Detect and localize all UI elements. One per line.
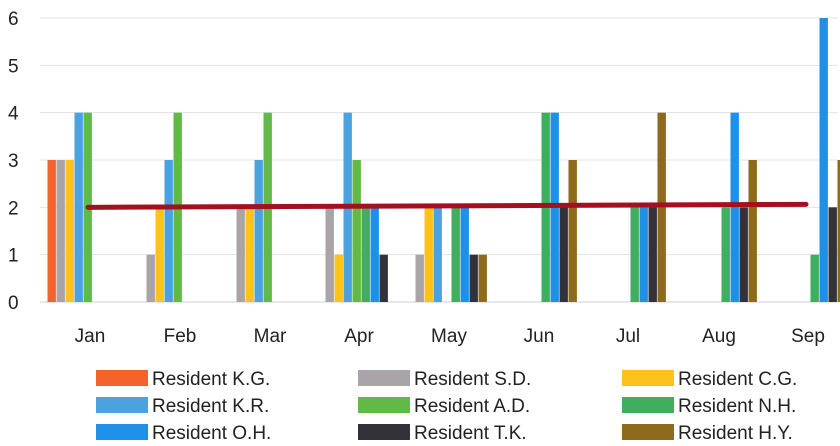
bar: [478, 254, 487, 302]
bar: [56, 160, 65, 302]
bar: [460, 207, 469, 302]
x-axis-ticks: Jan Feb Mar Apr May Jun Jul Aug Sep: [75, 326, 825, 347]
y-tick-label: 6: [8, 9, 19, 30]
x-tick-label: Jan: [75, 326, 106, 347]
x-tick-label: Sep: [791, 326, 825, 347]
bar: [721, 207, 730, 302]
bar: [433, 207, 442, 302]
legend-label: Resident O.H.: [152, 423, 271, 444]
bar: [379, 254, 388, 302]
legend-swatch: [622, 397, 674, 413]
bar: [568, 160, 577, 302]
x-tick-label: Jun: [524, 326, 555, 347]
legend-label: Resident N.H.: [678, 396, 796, 417]
bar: [325, 207, 334, 302]
bar: [47, 160, 56, 302]
bar: [370, 207, 379, 302]
bar: [245, 207, 254, 302]
bar: [236, 207, 245, 302]
legend-swatch: [96, 370, 148, 386]
bar: [639, 207, 648, 302]
y-tick-label: 0: [8, 293, 19, 314]
y-tick-label: 4: [8, 104, 19, 125]
bar: [352, 160, 361, 302]
bar: [739, 207, 748, 302]
legend-swatch: [358, 397, 410, 413]
bar: [730, 112, 739, 303]
bar: [74, 112, 83, 303]
bar: [469, 254, 478, 302]
y-tick-label: 5: [8, 56, 19, 77]
bar: [451, 207, 460, 302]
legend: Resident K.G. Resident S.D. Resident C.G. R…: [96, 369, 797, 444]
legend-swatch: [622, 424, 674, 440]
bar: [837, 160, 840, 302]
legend-label: Resident S.D.: [414, 369, 531, 390]
bar: [748, 160, 757, 302]
y-axis-ticks: 0 1 2 3 4 5 6: [8, 9, 19, 314]
reference-line-group: [85, 201, 809, 210]
x-tick-label: Apr: [344, 326, 374, 347]
bar: [810, 254, 819, 302]
legend-label: Resident K.G.: [152, 369, 270, 390]
bar: [630, 207, 639, 302]
bar: [559, 207, 568, 302]
y-tick-label: 1: [8, 246, 19, 267]
bar: [164, 160, 173, 302]
x-tick-label: Aug: [702, 326, 736, 347]
x-tick-label: Feb: [164, 326, 197, 347]
y-tick-label: 3: [8, 151, 19, 172]
y-tick-label: 2: [8, 198, 19, 219]
bar: [648, 207, 657, 302]
legend-label: Resident C.G.: [678, 369, 797, 390]
bar: [65, 160, 74, 302]
bar: [819, 18, 828, 302]
bar: [334, 254, 343, 302]
legend-label: Resident H.Y.: [678, 423, 793, 444]
legend-label: Resident K.R.: [152, 396, 269, 417]
legend-swatch: [96, 424, 148, 440]
bar: [361, 207, 370, 302]
legend-swatch: [622, 370, 674, 386]
bar: [828, 207, 837, 302]
x-tick-label: Mar: [254, 326, 287, 347]
bar: [415, 254, 424, 302]
reference-line: [85, 201, 809, 210]
legend-label: Resident A.D.: [414, 396, 530, 417]
legend-swatch: [358, 370, 410, 386]
legend-label: Resident T.K.: [414, 423, 527, 444]
legend-swatch: [96, 397, 148, 413]
bar: [155, 207, 164, 302]
bar: [146, 254, 155, 302]
bar: [254, 160, 263, 302]
x-tick-label: Jul: [616, 326, 640, 347]
legend-swatch: [358, 424, 410, 440]
bar: [424, 207, 433, 302]
x-tick-label: May: [431, 326, 467, 347]
